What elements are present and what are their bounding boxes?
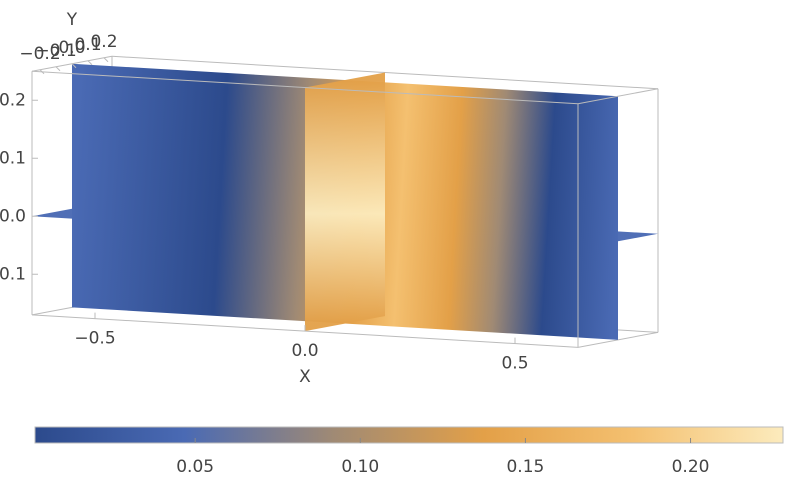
x-tick-label: 0.5 <box>501 354 528 374</box>
z-tick-label: 0.0 <box>0 206 26 226</box>
colorbar-tick-label: 0.15 <box>506 457 544 477</box>
y-tick <box>103 57 109 63</box>
z-tick-label: 0.1 <box>0 148 26 168</box>
y-tick-label: 0.0 <box>58 38 85 58</box>
x-tick-label: 0.0 <box>291 341 318 361</box>
y-tick-label: −0.1 <box>35 41 76 61</box>
slice-x <box>305 72 385 332</box>
y-axis-label: Y <box>66 10 78 30</box>
y-tick <box>71 63 77 69</box>
box-edge <box>31 70 579 105</box>
z-tick-label: 0.2 <box>0 90 26 110</box>
y-tick-label: −0.2 <box>19 44 60 64</box>
colorbar-tick-label: 0.20 <box>672 457 710 477</box>
colorbar-tick-label: 0.10 <box>341 457 379 477</box>
x-tick-label: −0.5 <box>74 329 115 349</box>
z-tick-label: −0.1 <box>0 264 26 284</box>
y-tick <box>39 69 45 75</box>
colorbar-tick-label: 0.05 <box>176 457 214 477</box>
colorbar <box>34 426 784 444</box>
x-axis-label: X <box>299 367 311 387</box>
y-tick-label: 0.1 <box>74 35 101 55</box>
box-edge <box>577 88 659 105</box>
y-tick-label: 0.2 <box>90 32 117 52</box>
y-tick <box>55 66 61 72</box>
y-tick <box>87 60 93 66</box>
